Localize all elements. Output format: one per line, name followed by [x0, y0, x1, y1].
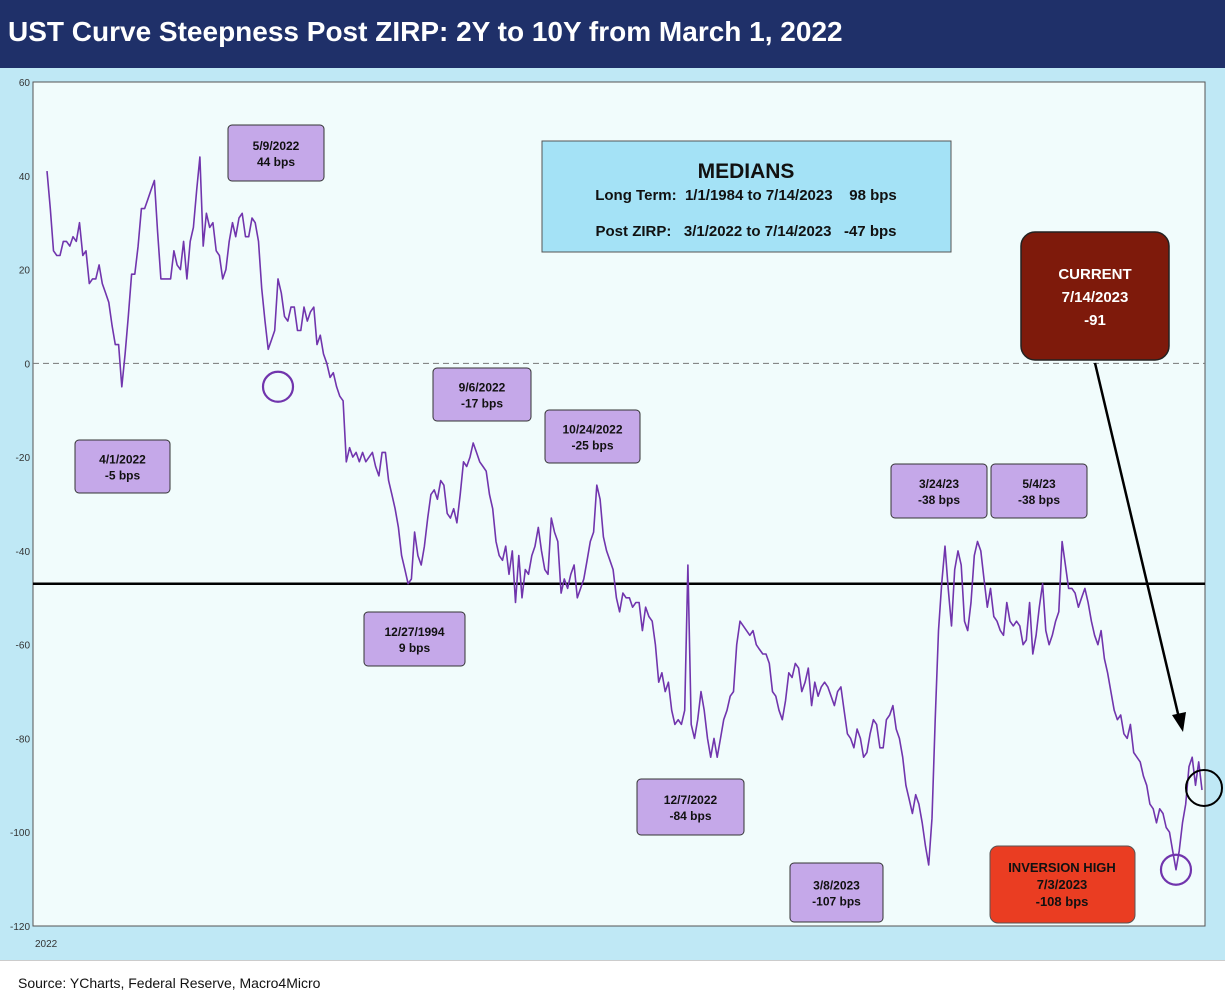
annotation-date: 10/24/2022	[562, 423, 622, 437]
annotation-date: 4/1/2022	[99, 453, 146, 467]
medians-long-term: Long Term: 1/1/1984 to 7/14/2023 98 bps	[595, 187, 897, 204]
annotation-box-bg	[544, 409, 641, 464]
medians-heading: MEDIANS	[698, 160, 795, 183]
annotation-value: -38 bps	[1018, 493, 1060, 507]
annotation-value: 9 bps	[399, 641, 431, 655]
annotation-box: 12/27/1994 9 bps	[363, 611, 466, 667]
annotation-value: -107 bps	[812, 895, 861, 909]
current-arrow	[1093, 362, 1186, 732]
annotation-box: 9/6/2022 -17 bps	[432, 367, 532, 422]
source-note: Source: YCharts, Federal Reserve, Macro4…	[18, 975, 321, 991]
y-tick-label: -40	[16, 547, 31, 558]
inversion-date: 7/3/2023	[1037, 877, 1088, 892]
annotation-box-bg	[789, 862, 884, 923]
current-label: CURRENT	[1058, 266, 1131, 283]
title-bar: UST Curve Steepness Post ZIRP: 2Y to 10Y…	[0, 0, 1225, 68]
annotation-box-bg	[636, 778, 745, 836]
annotation-box-bg	[363, 611, 466, 667]
annotation-date: 3/8/2023	[813, 879, 860, 893]
chart-svg: 60 40 20 0 -20 -40 -60 -80 -100 -120 5/9/2022 44 b…	[10, 78, 1223, 950]
y-tick-label: -120	[10, 922, 30, 933]
series-line	[46, 156, 1203, 871]
medians-post-zirp: Post ZIRP: 3/1/2022 to 7/14/2023 -47 bps	[596, 223, 897, 240]
inversion-label: INVERSION HIGH	[1008, 860, 1116, 875]
y-tick-label: 0	[24, 359, 30, 370]
medians-box: MEDIANS Long Term: 1/1/1984 to 7/14/2023…	[541, 140, 952, 253]
y-tick-label: 40	[19, 172, 31, 183]
annotation-box: 10/24/2022 -25 bps	[544, 409, 641, 464]
x-tick-label: 2022	[35, 939, 58, 950]
annotation-box-bg	[890, 463, 988, 519]
annotation-labels: 5/9/2022 44 bps 4/1/2022 -5 bps 9/6/2022 -17 …	[74, 124, 1088, 923]
inversion-circle	[1159, 853, 1193, 886]
annotation-box-bg	[74, 439, 171, 494]
y-axis: 60 40 20 0 -20 -40 -60 -80 -100 -120	[10, 78, 30, 933]
annotation-box-bg	[227, 124, 325, 182]
reference-lines	[33, 362, 1205, 585]
annotation-box: 4/1/2022 -5 bps	[74, 439, 171, 494]
y-tick-label: -80	[16, 734, 31, 745]
annotation-date: 12/27/1994	[384, 625, 444, 639]
annotation-box-bg	[990, 463, 1088, 519]
chart-frame: 60 40 20 0 -20 -40 -60 -80 -100 -120 5/9/2022 44 b…	[0, 68, 1225, 960]
annotation-box-bg	[432, 367, 532, 422]
annotation-value: 44 bps	[257, 155, 295, 169]
annotation-value: -38 bps	[918, 493, 960, 507]
current-date: 7/14/2023	[1062, 289, 1129, 306]
annotation-date: 9/6/2022	[459, 381, 506, 395]
annotation-box: 5/4/23 -38 bps	[990, 463, 1088, 519]
current-value: -91	[1084, 312, 1106, 329]
annotation-box: 3/8/2023 -107 bps	[789, 862, 884, 923]
series-layer	[46, 156, 1203, 871]
annotation-box: 12/7/2022 -84 bps	[636, 778, 745, 836]
inversion-value: -108 bps	[1036, 894, 1089, 909]
annotation-circle	[261, 370, 295, 403]
y-tick-label: 20	[19, 266, 31, 277]
current-marker-circle	[1185, 769, 1223, 807]
y-tick-label: -100	[10, 828, 30, 839]
annotation-value: -17 bps	[461, 397, 503, 411]
y-tick-label: -20	[16, 453, 31, 464]
y-tick-label: 60	[19, 78, 31, 89]
annotation-date: 12/7/2022	[664, 793, 718, 807]
annotation-value: -25 bps	[571, 439, 613, 453]
chart-title: UST Curve Steepness Post ZIRP: 2Y to 10Y…	[8, 16, 843, 47]
annotation-date: 3/24/23	[919, 477, 959, 491]
annotation-box: 3/24/23 -38 bps	[890, 463, 988, 519]
current-box: CURRENT 7/14/2023 -91	[1020, 231, 1170, 361]
annotation-box: 5/9/2022 44 bps	[227, 124, 325, 182]
annotation-value: -5 bps	[105, 469, 141, 483]
footer: Source: YCharts, Federal Reserve, Macro4…	[0, 960, 1225, 1001]
annotation-date: 5/4/23	[1022, 477, 1056, 491]
annotation-value: -84 bps	[669, 809, 711, 823]
annotation-date: 5/9/2022	[253, 139, 300, 153]
inversion-high-box: INVERSION HIGH 7/3/2023 -108 bps	[989, 845, 1136, 924]
y-tick-label: -60	[16, 641, 31, 652]
